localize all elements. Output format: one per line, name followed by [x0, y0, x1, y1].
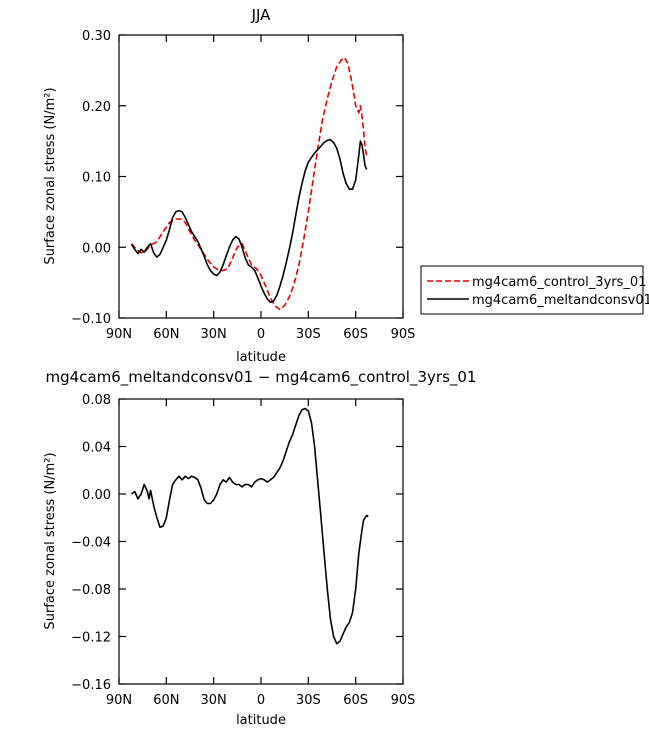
bot-x-tick-label: 90N: [106, 693, 132, 708]
bot-y-tick-label: −0.08: [71, 583, 111, 598]
bottom-y-axis-label: Surface zonal stress (N/m²): [43, 452, 58, 629]
top-series-group: [130, 56, 368, 311]
top-y-tick-label: 0.20: [82, 100, 111, 115]
top-x-tick-label: 60S: [343, 327, 368, 342]
bottom-panel: mg4cam6_meltandconsv01 − mg4cam6_control…: [43, 368, 476, 728]
bottom-y-tick-labels: −0.16 −0.12 −0.08 −0.04 0.00 0.04 0.08: [71, 393, 111, 693]
top-x-tick-label: 30S: [296, 327, 321, 342]
bot-x-tick-label: 30S: [296, 693, 321, 708]
bot-x-tick-label: 60S: [343, 693, 368, 708]
legend-label-control: mg4cam6_control_3yrs_01: [472, 275, 646, 290]
bot-y-tick-label: 0.00: [82, 488, 111, 503]
top-ticks: [118, 34, 404, 319]
bot-y-tick-label: −0.04: [71, 536, 111, 551]
top-title: JJA: [251, 6, 272, 24]
top-panel: JJA 90N 60N 30N 0 30S 60S 90S −0.10 0.00 0.10 0.2…: [43, 6, 649, 365]
top-y-tick-label: 0.30: [82, 29, 111, 44]
bottom-x-tick-labels: 90N 60N 30N 0 30S 60S 90S: [106, 693, 416, 708]
top-x-tick-label: 90S: [391, 327, 416, 342]
bot-y-tick-label: 0.04: [82, 441, 111, 456]
bot-y-tick-label: −0.16: [71, 678, 111, 693]
top-x-tick-label: 0: [257, 327, 265, 342]
top-y-axis-label: Surface zonal stress (N/m²): [43, 87, 58, 264]
top-series-line-1: [130, 138, 368, 304]
bot-y-tick-label: −0.12: [71, 631, 111, 646]
bot-series-line-0: [131, 407, 369, 645]
bot-x-tick-label: 90S: [391, 693, 416, 708]
legend-box: [420, 265, 644, 315]
top-y-tick-label: 0.00: [82, 241, 111, 256]
top-y-tick-labels: −0.10 0.00 0.10 0.20 0.30: [71, 29, 111, 327]
bot-y-tick-label: 0.08: [82, 393, 111, 408]
top-x-tick-label: 60N: [153, 327, 179, 342]
top-x-axis-label: latitude: [236, 350, 286, 365]
bottom-title: mg4cam6_meltandconsv01 − mg4cam6_control…: [46, 368, 477, 387]
bottom-ticks: [118, 398, 404, 685]
top-x-tick-labels: 90N 60N 30N 0 30S 60S 90S: [106, 327, 416, 342]
top-x-tick-label: 30N: [201, 327, 227, 342]
legend: mg4cam6_control_3yrs_01 mg4cam6_meltandc…: [420, 265, 649, 315]
top-y-tick-label: 0.10: [82, 171, 111, 186]
bot-x-tick-label: 60N: [153, 693, 179, 708]
top-y-tick-label: −0.10: [71, 312, 111, 327]
bot-x-tick-label: 30N: [201, 693, 227, 708]
top-series-line-0: [130, 56, 368, 311]
bottom-series-group: [131, 407, 369, 645]
top-x-tick-label: 90N: [106, 327, 132, 342]
bottom-x-axis-label: latitude: [236, 713, 286, 728]
bot-x-tick-label: 0: [257, 693, 265, 708]
legend-label-meltandconsv: mg4cam6_meltandconsv01: [472, 293, 649, 308]
